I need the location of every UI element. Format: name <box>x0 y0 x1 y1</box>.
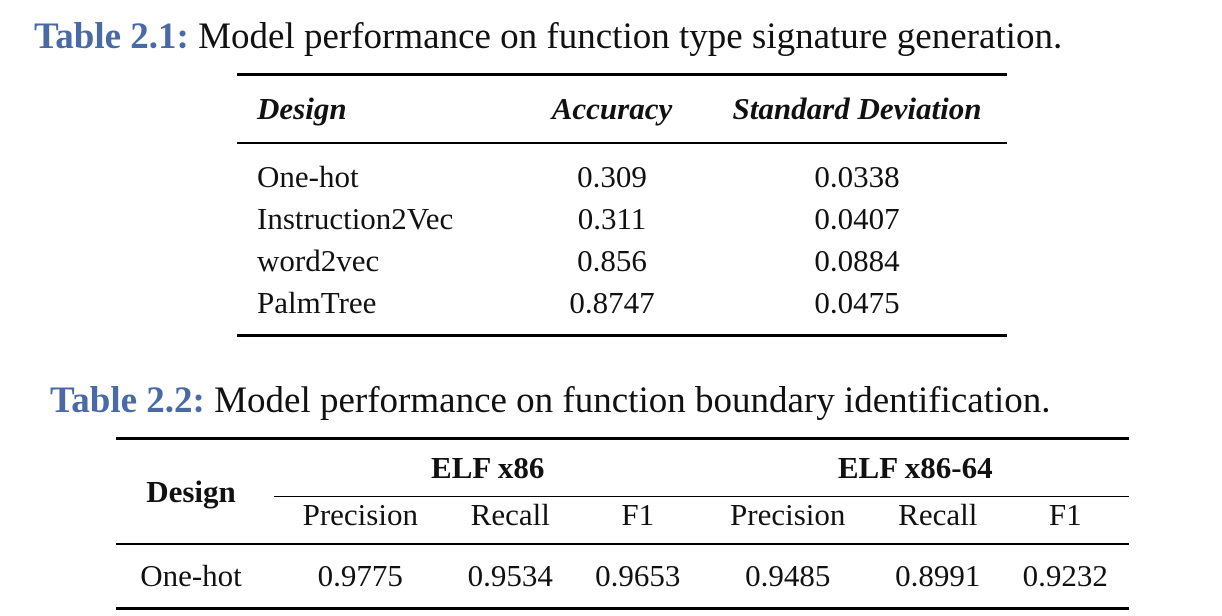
cell-accuracy: 0.856 <box>577 243 647 278</box>
table-row: One-hot 0.309 0.0338 <box>237 143 1007 198</box>
group-header-elf-x86: ELF x86 <box>274 438 702 497</box>
cell-precision: 0.9775 <box>317 558 403 593</box>
column-header-precision: Precision <box>730 497 846 532</box>
cell-f1: 0.9232 <box>1022 558 1108 593</box>
table-row: PalmTree 0.8747 0.0475 <box>237 282 1007 336</box>
table-label: Table 2.2: <box>50 380 205 421</box>
cell-design: Instruction2Vec <box>257 201 454 236</box>
cell-recall: 0.9534 <box>467 558 553 593</box>
column-header-design: Design <box>257 91 347 126</box>
column-header-f1: F1 <box>621 497 655 532</box>
performance-table-boundary-identification: Design ELF x86 ELF x86-64 Precision Reca… <box>116 437 1129 610</box>
table-row: word2vec 0.856 0.0884 <box>237 240 1007 282</box>
column-header-std-dev: Standard Deviation <box>732 91 982 126</box>
subheader-row: Precision Recall F1 Precision Recall F1 <box>116 497 1129 544</box>
column-header-f1: F1 <box>1048 497 1082 532</box>
table-row: One-hot 0.9775 0.9534 0.9653 0.9485 0.89… <box>116 544 1129 609</box>
column-header-precision: Precision <box>302 497 418 532</box>
cell-design: word2vec <box>257 243 380 278</box>
group-header-row: Design ELF x86 ELF x86-64 <box>116 438 1129 509</box>
cell-std-dev: 0.0407 <box>814 201 900 236</box>
table-caption: Table 2.1: Model performance on function… <box>34 18 1062 55</box>
cell-design: One-hot <box>257 159 359 194</box>
caption-text: Model performance on function boundary i… <box>214 380 1051 421</box>
column-header-recall: Recall <box>898 497 978 532</box>
cell-design: One-hot <box>140 558 242 593</box>
table-row: Instruction2Vec 0.311 0.0407 <box>237 198 1007 240</box>
table-label: Table 2.1: <box>34 16 189 57</box>
caption-text: Model performance on function type signa… <box>198 16 1063 57</box>
cell-std-dev: 0.0338 <box>814 159 900 194</box>
cell-precision: 0.9485 <box>745 558 831 593</box>
table-caption: Table 2.2: Model performance on function… <box>50 382 1051 419</box>
column-header-design: Design <box>146 473 236 509</box>
cell-std-dev: 0.0884 <box>814 243 900 278</box>
column-header-accuracy: Accuracy <box>551 91 673 126</box>
cell-recall: 0.8991 <box>895 558 981 593</box>
cell-std-dev: 0.0475 <box>814 285 900 320</box>
cell-f1: 0.9653 <box>595 558 681 593</box>
cell-accuracy: 0.309 <box>577 159 647 194</box>
header-row: Design Accuracy Standard Deviation <box>237 74 1007 143</box>
cell-design: PalmTree <box>257 285 377 320</box>
group-header-elf-x86-64: ELF x86-64 <box>701 438 1129 497</box>
column-header-recall: Recall <box>470 497 550 532</box>
performance-table-type-signature: Design Accuracy Standard Deviation One-h… <box>237 73 1007 337</box>
cell-accuracy: 0.311 <box>577 201 647 236</box>
cell-accuracy: 0.8747 <box>569 285 655 320</box>
